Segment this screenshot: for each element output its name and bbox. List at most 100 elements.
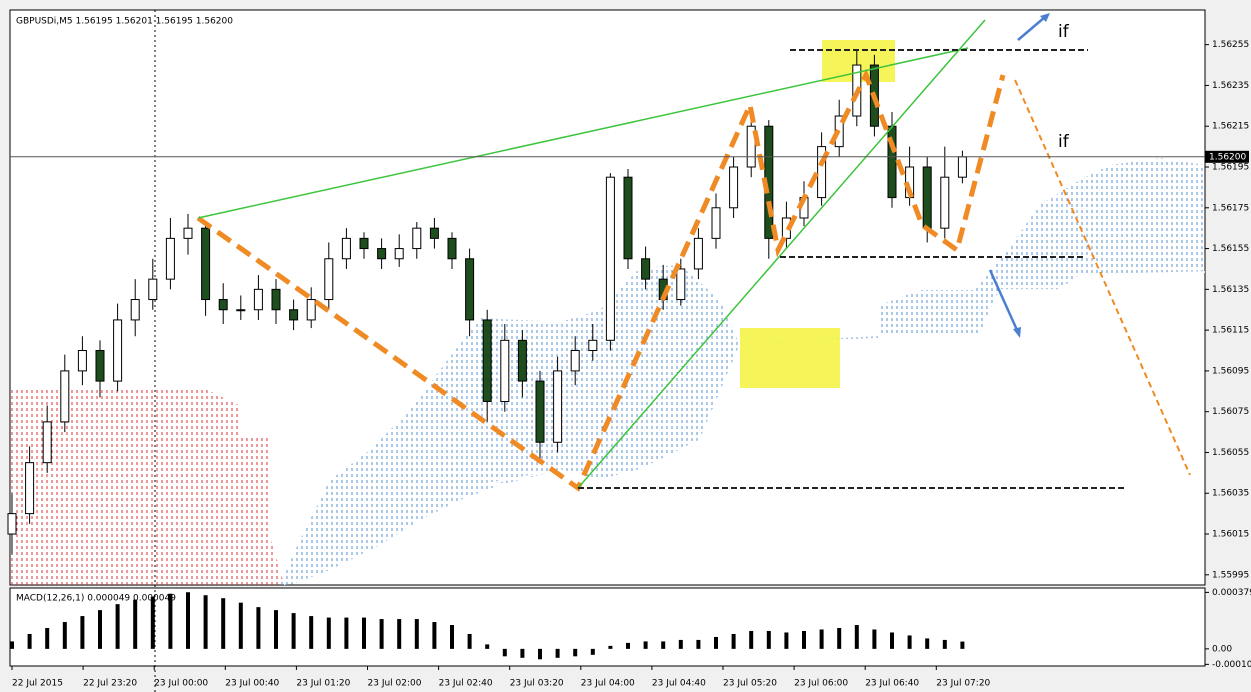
macd-bar: [837, 628, 842, 649]
x-tick-label: 23 Jul 06:00: [794, 679, 848, 689]
y-tick-label: 1.56115: [1212, 326, 1249, 336]
macd-bar: [643, 641, 648, 649]
candle-body: [605, 176, 615, 341]
y-tick-label: 1.56235: [1212, 81, 1249, 91]
macd-bar: [238, 602, 243, 649]
arrow: [988, 269, 1019, 331]
x-tick-label: 23 Jul 07:20: [936, 679, 990, 689]
x-tick-label: 23 Jul 02:00: [368, 679, 422, 689]
macd-bar: [749, 630, 754, 649]
y-tick-label: 1.56075: [1212, 407, 1249, 417]
macd-bar: [502, 648, 507, 657]
candle-body: [588, 339, 598, 352]
macd-bar: [485, 644, 490, 649]
macd-bar: [362, 617, 366, 649]
candle-body: [289, 309, 299, 321]
candle-body: [553, 370, 563, 443]
macd-pane: [9, 587, 1206, 667]
candle-body: [957, 156, 967, 178]
candle-body: [25, 462, 35, 515]
candle-body: [165, 237, 175, 280]
macd-bar: [626, 642, 630, 649]
x-tick-label: 22 Jul 23:20: [83, 679, 137, 689]
candle-body: [130, 299, 140, 321]
annotation: if: [1058, 22, 1070, 42]
macd-bar: [291, 613, 296, 649]
macd-bar: [661, 641, 666, 649]
candle-body: [60, 370, 70, 423]
macd-bar: [379, 619, 384, 649]
y-tick-label: 1.56135: [1212, 285, 1249, 295]
macd-bar: [309, 616, 314, 649]
y-tick-label: 1.56095: [1212, 366, 1249, 376]
candle-body: [465, 258, 475, 321]
candle-body: [711, 207, 721, 239]
candle-body: [817, 146, 827, 199]
macd-bar: [414, 619, 419, 649]
candle-body: [623, 176, 633, 260]
zigzag: [196, 68, 1006, 492]
y-tick-label: 0.00: [1212, 644, 1232, 654]
candle-body: [77, 350, 87, 372]
macd-bar: [397, 619, 402, 649]
y-tick-label: 1.56055: [1212, 448, 1249, 458]
macd-bar: [854, 625, 859, 649]
candle-body: [183, 227, 193, 239]
candle-body: [641, 258, 651, 280]
macd-bar: [168, 593, 173, 649]
x-tick-label: 22 Jul 2015: [12, 679, 63, 689]
candle-body: [148, 278, 158, 301]
macd-bar: [696, 639, 701, 649]
macd-title: MACD(12,26,1) 0.000049 0.000049: [16, 594, 176, 604]
y-tick-label: 1.56015: [1212, 530, 1249, 540]
macd-bar: [960, 641, 965, 649]
candle-body: [729, 166, 739, 209]
macd-bar: [590, 648, 595, 655]
macd-bar: [907, 635, 912, 649]
y-tick-label: 1.56215: [1212, 122, 1249, 132]
candle-body: [306, 299, 316, 321]
macd-bar: [784, 632, 789, 649]
macd-bar: [432, 622, 437, 649]
macd-bar: [80, 616, 85, 649]
macd-bar: [520, 648, 525, 658]
macd-bar: [133, 599, 138, 649]
y-tick-label: 1.56035: [1212, 489, 1249, 499]
candle-body: [412, 227, 422, 250]
annotation: if: [1058, 132, 1070, 152]
cloud-red: [10, 365, 285, 585]
macd-bar: [10, 641, 14, 649]
candle-body: [42, 421, 52, 464]
candle-body: [377, 248, 387, 260]
macd-bar: [538, 648, 542, 660]
macd-bar: [608, 645, 613, 649]
x-tick-label: 23 Jul 06:40: [865, 679, 919, 689]
macd-bar: [714, 636, 718, 649]
candle-body: [341, 237, 351, 260]
macd-bar: [115, 604, 120, 649]
candle-body: [482, 319, 492, 402]
candle-body: [218, 299, 228, 311]
macd-bar: [221, 598, 226, 649]
candle-body: [517, 339, 527, 382]
macd-bar: [766, 630, 771, 649]
y-tick-label: -0.000104: [1212, 660, 1251, 670]
macd-bar: [45, 628, 50, 649]
macd-bar: [62, 622, 67, 649]
macd-bar: [731, 633, 736, 649]
macd-bar: [150, 596, 155, 649]
candle-body: [359, 237, 369, 250]
macd-bar: [925, 638, 930, 649]
x-tick-label: 23 Jul 05:20: [723, 679, 777, 689]
candle-body: [271, 288, 281, 311]
price-tag: [1205, 150, 1249, 163]
candles: [7, 50, 967, 555]
candle-body: [676, 268, 686, 301]
macd-bar: [450, 625, 454, 649]
candle-body: [429, 227, 439, 239]
macd-bar: [256, 607, 261, 649]
macd-bar: [802, 630, 806, 649]
y-tick-label: 1.56195: [1212, 163, 1249, 173]
macd-bar: [326, 617, 331, 649]
